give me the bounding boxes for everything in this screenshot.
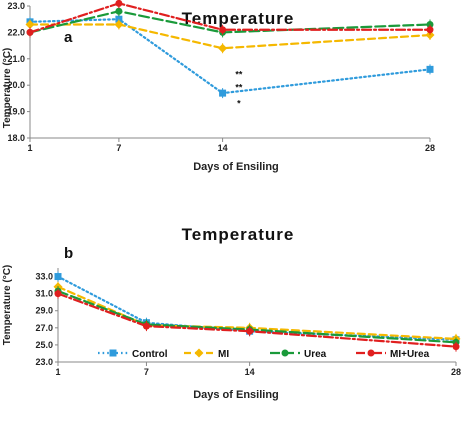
significance-marker-a: **	[235, 82, 243, 92]
legend-label-urea: Urea	[304, 349, 327, 360]
data-point-mi-urea-a	[219, 26, 227, 34]
legend-marker-control	[109, 349, 117, 357]
data-point-urea-a	[426, 20, 434, 28]
significance-marker-a: **	[235, 69, 243, 79]
x-tick-label-b: 1	[55, 367, 60, 377]
series-line-mi-a	[28, 23, 432, 50]
legend-marker-mi-urea	[367, 349, 375, 357]
y-tick-label-a: 21.0	[7, 54, 25, 64]
chart-title-a: Temperature	[182, 9, 295, 28]
data-point-control-a	[219, 89, 227, 97]
x-axis-label-a: Days of Ensiling	[193, 161, 279, 173]
x-tick-label-a: 28	[425, 143, 435, 153]
data-point-mi-urea-b	[452, 343, 460, 351]
data-point-mi-urea-b	[246, 327, 254, 335]
plot-area-b: 23.0 25.0 27.0 29.0 31.0 33.0 1 7 14 28	[35, 268, 461, 377]
data-point-control-b	[54, 273, 62, 281]
x-tick-label-a: 14	[218, 143, 228, 153]
x-tick-label-b: 14	[245, 367, 255, 377]
y-tick-label-b: 27.0	[35, 323, 53, 333]
y-tick-label-b: 23.0	[35, 357, 53, 367]
y-tick-label-a: 19.0	[7, 107, 25, 117]
x-tick-label-a: 7	[116, 143, 121, 153]
plot-area-a: 18.019.020.021.022.023.01 7 14 28*****	[7, 0, 435, 153]
legend-label-mi: MI	[218, 349, 229, 360]
data-point-mi-urea-a	[26, 28, 34, 36]
y-tick-label-a: 18.0	[7, 133, 25, 143]
panel-label-b: b	[64, 245, 73, 262]
data-point-mi-urea-a	[426, 26, 434, 34]
y-tick-label-b: 31.0	[35, 289, 53, 299]
significance-marker-a: *	[237, 98, 241, 108]
y-axis-label-b: Temperature (°C)	[2, 265, 13, 346]
x-tick-label-a: 1	[27, 143, 32, 153]
x-axis-label-b: Days of Ensiling	[193, 389, 279, 401]
y-tick-label-b: 33.0	[35, 272, 53, 282]
data-point-mi-a	[114, 19, 124, 29]
legend-marker-urea	[281, 349, 289, 357]
chart-panel-a: Temperature a Temperature (°C) Days of E…	[2, 0, 435, 173]
y-tick-label-b: 29.0	[35, 306, 53, 316]
y-tick-label-b: 25.0	[35, 340, 53, 350]
series-line-urea-a	[28, 10, 432, 34]
chart-panel-b: Temperature b Temperature (°C) Days of E…	[2, 225, 461, 401]
y-tick-label-a: 22.0	[7, 27, 25, 37]
panel-label-a: a	[64, 29, 73, 46]
data-point-control-a	[115, 15, 123, 23]
data-point-control-a	[426, 65, 434, 73]
series-line-urea-b	[56, 289, 458, 344]
legend-label-control: Control	[132, 349, 168, 360]
x-tick-label-b: 7	[144, 367, 149, 377]
data-point-mi-a	[218, 43, 228, 53]
series-line-mi-urea-a	[28, 2, 432, 34]
series-line-control-a	[28, 18, 432, 95]
y-tick-label-a: 23.0	[7, 1, 25, 11]
x-tick-label-b: 28	[451, 367, 461, 377]
y-axis-label-a: Temperature (°C)	[2, 48, 13, 129]
data-point-mi-urea-a	[115, 0, 123, 7]
data-point-mi-a	[25, 19, 35, 29]
y-tick-label-a: 20.0	[7, 80, 25, 90]
data-point-mi-urea-b	[54, 290, 62, 298]
data-point-mi-urea-b	[142, 322, 150, 330]
series-line-mi-urea-b	[56, 292, 458, 348]
chart-legend: Control MI Urea MI+Urea	[98, 348, 430, 360]
chart-title-b: Temperature	[182, 225, 295, 244]
data-point-urea-a	[115, 7, 123, 15]
legend-marker-mi	[194, 348, 204, 358]
legend-label-mi-urea: MI+Urea	[390, 349, 430, 360]
data-point-mi-a	[425, 30, 435, 40]
